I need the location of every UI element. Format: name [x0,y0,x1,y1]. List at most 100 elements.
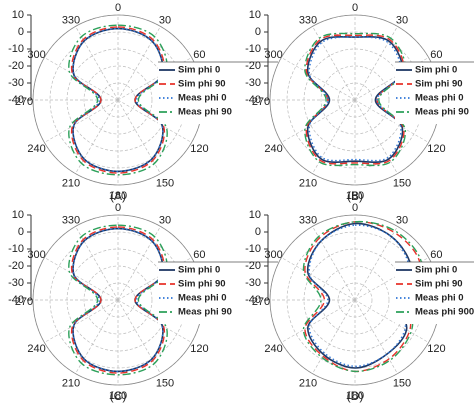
spoke [75,299,119,374]
r-tick-label: -20 [8,60,24,72]
r-tick-label: -10 [8,243,24,255]
angle-tick-label: 120 [427,343,445,355]
polar-panel: 10 0 -10 -20 -30 -40 0 30 60 120 150 180 210 240 270 30… [8,202,278,403]
angle-tick-label: 300 [27,249,45,261]
spoke [75,226,119,301]
angle-tick-label: 120 [427,143,445,155]
legend-label: Meas phi 90 [178,107,232,118]
legend-label: Meas phi 0 [178,293,227,304]
angle-tick-label: 120 [190,343,208,355]
legend-label: Meas phi 90 [178,307,232,318]
r-tick-label: -40 [8,294,24,306]
panel-caption: (C) [110,389,127,403]
angle-tick-label: 270 [252,96,270,108]
r-tick-label: -20 [245,60,261,72]
angle-tick-label: 150 [393,177,411,189]
legend-label: Meas phi 900 [415,307,474,318]
r-tick-label: -40 [8,94,24,106]
r-tick-label: -10 [245,43,261,55]
angle-tick-label: 300 [264,49,282,61]
grid-circle [83,65,153,135]
angle-tick-label: 270 [252,296,270,308]
r-tick-label: -10 [245,243,261,255]
spoke [281,99,356,143]
angle-tick-label: 30 [159,214,171,226]
spoke [117,26,161,101]
r-tick-label: -30 [8,77,24,89]
angle-tick-label: 180 [109,190,127,202]
r-tick-label: 0 [18,226,24,238]
legend-label: Sim phi 0 [178,265,220,276]
angle-tick-label: 180 [346,390,364,402]
spoke [354,99,398,174]
spoke [312,299,356,374]
r-tick-label: -20 [245,260,261,272]
spoke [354,299,429,343]
r-tick-label: -20 [8,260,24,272]
angle-tick-label: 30 [396,214,408,226]
angle-tick-label: 330 [62,214,80,226]
legend-box [158,262,278,324]
angle-tick-label: 210 [299,377,317,389]
spoke [281,299,356,343]
r-tick-label: 10 [12,209,24,221]
angle-tick-label: 180 [109,390,127,402]
spoke [354,99,429,143]
legend-label: Sim phi 90 [415,79,463,90]
r-tick-label: 0 [255,226,261,238]
legend-label: Sim phi 90 [415,279,463,290]
angle-tick-label: 60 [193,249,205,261]
angle-tick-label: 300 [264,249,282,261]
spoke [44,99,119,143]
spoke [117,299,192,343]
spoke [75,26,119,101]
legend-label: Meas phi 90 [415,107,469,118]
spoke [117,99,161,174]
legend-box [158,62,278,124]
legend-label: Sim phi 0 [415,265,457,276]
spoke [281,257,356,301]
spoke [44,299,119,343]
pattern-line [68,24,168,176]
panel-caption: (D) [347,389,364,403]
angle-tick-label: 0 [115,202,121,214]
angle-tick-label: 210 [62,177,80,189]
panel-caption: (B) [347,189,363,203]
angle-tick-label: 120 [190,143,208,155]
legend-label: Sim phi 90 [178,279,226,290]
r-tick-label: 10 [12,9,24,21]
spoke [44,257,119,301]
panel-caption: (A) [110,189,126,203]
spoke [354,226,398,301]
legend-label: Meas phi 0 [415,93,464,104]
legend-label: Sim phi 0 [178,65,220,76]
r-tick-label: 0 [255,26,261,38]
legend-label: Meas phi 0 [178,93,227,104]
angle-tick-label: 330 [62,14,80,26]
angle-tick-label: 0 [352,2,358,14]
angle-tick-label: 60 [430,49,442,61]
r-tick-label: -30 [245,277,261,289]
polar-panel: 10 0 -10 -20 -30 -40 0 30 60 120 150 180 210 240 270 30… [245,202,474,403]
spoke [312,26,356,101]
spoke [117,99,192,143]
legend-box [395,262,474,324]
pattern-line [68,224,168,376]
angle-tick-label: 240 [27,343,45,355]
angle-tick-label: 240 [264,143,282,155]
pattern-line [304,32,407,167]
angle-tick-label: 270 [15,96,33,108]
r-tick-label: -30 [8,277,24,289]
angle-tick-label: 240 [264,343,282,355]
spoke [281,57,356,101]
legend-label: Sim phi 0 [415,65,457,76]
angle-tick-label: 150 [156,377,174,389]
r-tick-label: 10 [249,209,261,221]
legend-label: Meas phi 0 [415,293,464,304]
r-tick-label: -40 [245,294,261,306]
r-tick-label: -30 [245,77,261,89]
angle-tick-label: 60 [193,49,205,61]
angle-tick-label: 30 [159,14,171,26]
angle-tick-label: 30 [396,14,408,26]
